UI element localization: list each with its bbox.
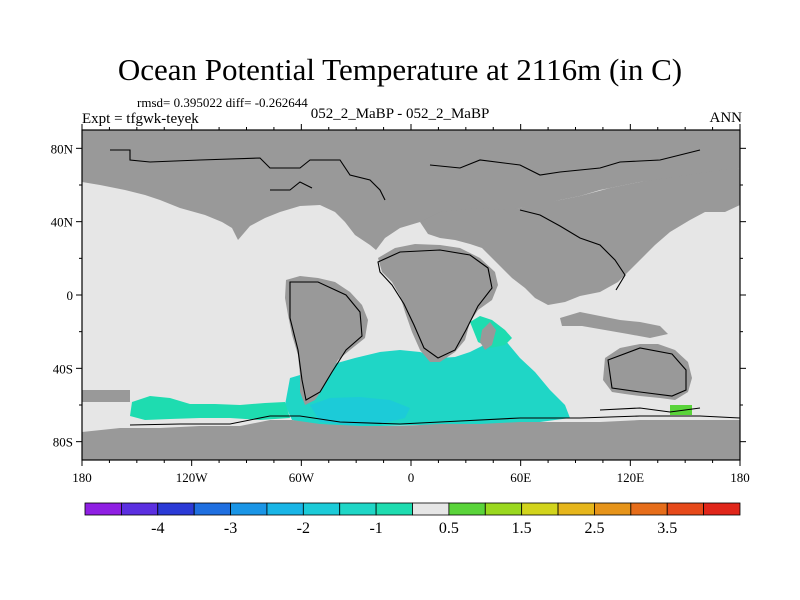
colorbar-label: -1 (369, 520, 382, 537)
axis-ticks: 180 120W 60W 0 60E 120E 180 80N 40N 0 40S 80S (51, 124, 750, 485)
lon-tick-label: 60E (510, 470, 531, 485)
land-europe-asia (420, 168, 740, 305)
plot-title: Ocean Potential Temperature at 2116m (in… (117, 52, 683, 87)
land-antarctica (82, 420, 740, 460)
anomaly-region-weddell (310, 397, 410, 425)
colorbar-swatch (448, 502, 486, 516)
colorbar-swatch (630, 502, 668, 516)
land-masses (82, 130, 740, 460)
colorbar-swatch (230, 502, 268, 516)
colorbar-swatch (703, 502, 741, 516)
anomaly-region-south-pacific (130, 396, 290, 420)
case-label: 052_2_MaBP - 052_2_MaBP (310, 106, 490, 122)
colorbar-swatch (193, 502, 231, 516)
land-antarctic-peninsula-west (82, 390, 130, 402)
colorbar-swatch (266, 502, 304, 516)
colorbar-label: 2.5 (584, 520, 604, 537)
land-africa (378, 244, 498, 362)
colorbar-swatch (666, 502, 705, 516)
lat-tick-label: 0 (67, 288, 74, 303)
colorbar: -4 -3 -2 -1 0.5 1.5 2.5 3.5 (84, 502, 741, 537)
coastlines (110, 149, 740, 426)
colorbar-swatch (84, 502, 122, 516)
land-madagascar (480, 322, 496, 350)
colorbar-swatch (594, 502, 632, 516)
season-label: ANN (709, 110, 743, 126)
colorbar-swatch (484, 502, 523, 516)
lat-tick-label: 80N (51, 141, 74, 156)
stats-label: rmsd= 0.395022 diff= -0.262644 (137, 95, 308, 110)
colorbar-swatch (302, 502, 341, 516)
colorbar-swatch (120, 502, 159, 516)
anomaly-fields (130, 316, 692, 426)
colorbar-label: -3 (224, 520, 237, 537)
experiment-label: Expt = tfgwk-teyek (82, 111, 199, 127)
lon-tick-label: 120E (617, 470, 645, 485)
lon-tick-label: 0 (408, 470, 415, 485)
colorbar-swatch (557, 502, 595, 516)
colorbar-swatch (521, 502, 559, 516)
land-indonesia (560, 312, 668, 338)
lon-tick-label: 120W (176, 470, 209, 485)
colorbar-label: 1.5 (512, 520, 532, 537)
lat-tick-label: 80S (53, 435, 73, 450)
land-australia (603, 344, 692, 400)
land-arctic-north-america-greenland (82, 130, 740, 250)
lat-tick-label: 40N (51, 215, 74, 230)
lat-tick-label: 40S (53, 361, 73, 376)
lon-tick-label: 180 (72, 470, 92, 485)
colorbar-label: 3.5 (657, 520, 677, 537)
colorbar-label: 0.5 (439, 520, 459, 537)
land-south-america (285, 276, 368, 405)
colorbar-swatch (412, 502, 450, 516)
colorbar-swatch (339, 502, 377, 516)
colorbar-swatch (375, 502, 413, 516)
colorbar-swatch (157, 502, 195, 516)
lon-tick-label: 180 (730, 470, 750, 485)
colorbar-label: -2 (297, 520, 310, 537)
lon-tick-label: 60W (289, 470, 315, 485)
colorbar-label: -4 (151, 520, 164, 537)
